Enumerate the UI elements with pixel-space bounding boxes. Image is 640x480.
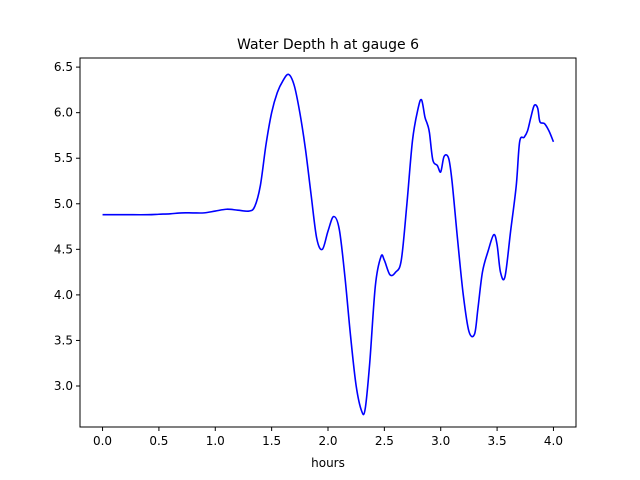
series-layer: [102, 73, 555, 416]
x-tick-label: 2.0: [318, 434, 337, 448]
y-tick-label: 3.0: [54, 379, 73, 393]
chart-title: Water Depth h at gauge 6: [237, 37, 419, 53]
x-tick-label: 3.5: [488, 434, 507, 448]
x-tick-label: 2.5: [375, 434, 394, 448]
y-tick-label: 6.0: [54, 106, 73, 120]
x-tick-label: 1.5: [262, 434, 281, 448]
y-tick-label: 4.0: [54, 288, 73, 302]
x-tick-label: 1.0: [206, 434, 225, 448]
plot-area: [80, 58, 576, 427]
x-tick-label: 4.0: [544, 434, 563, 448]
y-tick-label: 6.5: [54, 60, 73, 74]
x-axis-label: hours: [311, 456, 345, 470]
x-tick-label: 0.5: [149, 434, 168, 448]
x-tick-label: 3.0: [431, 434, 450, 448]
y-ticks: 3.0 3.5 4.0 4.5 5.0 5.5 6.0 6.5: [54, 60, 80, 393]
y-tick-label: 3.5: [54, 333, 73, 347]
x-tick-label: 0.0: [93, 434, 112, 448]
y-tick-label: 5.0: [54, 197, 73, 211]
y-tick-label: 4.5: [54, 242, 73, 256]
series-line: [102, 73, 555, 416]
y-tick-label: 5.5: [54, 151, 73, 165]
x-ticks: 0.0 0.5 1.0 1.5 2.0 2.5 3.0 3.5 4.0: [93, 427, 563, 448]
